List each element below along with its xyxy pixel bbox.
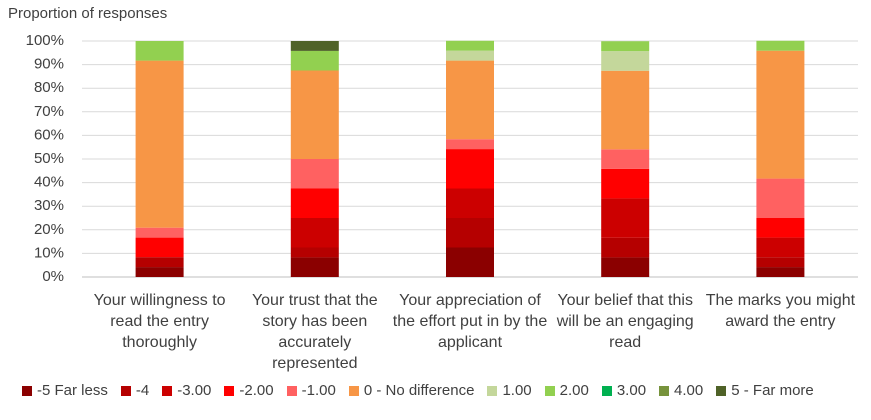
y-tick-label: 30% [34,197,64,214]
bar-segment [601,149,650,169]
legend-item: 4.00 [659,382,703,399]
legend-label: -5 Far less [37,382,108,399]
legend-swatch [544,385,555,396]
bar-segment [601,198,650,238]
bar-segment [135,227,184,238]
bar-segment [290,188,339,218]
legend-item: -4 [120,382,150,399]
legend-label: 2.00 [559,382,589,399]
legend-swatch [601,385,612,396]
legend-swatch [348,385,359,396]
bar-segment [601,168,650,199]
legend-swatch [487,385,498,396]
bar-segment [756,40,805,51]
legend-label: 0 - No difference [363,382,475,399]
y-tick-label: 70% [34,103,64,120]
legend-item: -3.00 [162,382,211,399]
legend-label: 4.00 [674,382,704,399]
legend-swatch [120,385,131,396]
bar-segment [601,70,650,150]
bar-segment [756,218,805,238]
bar-segment [601,237,650,258]
legend-label: -2.00 [239,382,274,399]
bar-segment [446,247,494,277]
legend-item: 2.00 [544,382,589,399]
x-tick-label: Your belief that this will be an engagin… [556,292,694,351]
legend-label: -4 [135,382,150,399]
bar-segment [601,41,650,52]
x-tick-label: The marks you might award the entry [705,292,856,330]
legend-label: 5 - Far more [731,382,814,399]
bar-segment [446,188,494,218]
y-tick-label: 40% [34,174,64,191]
bar-segment [135,41,184,61]
y-tick-label: 90% [34,56,64,73]
bar-segment [446,40,494,51]
y-tick-label: 60% [34,126,64,143]
bar-segment [446,60,494,140]
bar-segment [290,159,339,189]
bar-segment [135,267,184,277]
bar-segment [446,139,494,150]
legend-item: -2.00 [224,382,274,399]
bar-segment [446,50,494,61]
legend-swatch [162,385,173,396]
legend-swatch [22,385,32,396]
bar-segment [290,50,339,71]
y-tick-label: 0% [42,268,64,285]
y-tick-label: 50% [34,150,64,167]
y-tick-label: 10% [34,244,64,261]
bar-segment [446,218,494,248]
legend-item: -1.00 [286,382,336,399]
legend-swatch [286,385,297,396]
legend-label: -1.00 [301,382,336,399]
legend-label: -3.00 [177,382,212,399]
bar-segment [756,178,805,218]
x-tick-label: Your willingness to read the entry thoro… [93,292,226,351]
legend: -5 Far less -4 -3.00 -2.00 -1.00 0 - No diffe… [22,382,814,399]
bar-segment [756,257,805,268]
bar-segment [135,237,184,258]
legend-item: 1.00 [487,382,532,399]
bar-segment [290,41,339,51]
bar-segment [135,257,184,268]
y-tick-label: 80% [34,79,64,96]
bar-segment [601,51,650,71]
legend-label: 3.00 [616,382,647,399]
bar-segment [756,50,805,179]
bar-segment [756,237,805,258]
legend-swatch [716,385,727,396]
legend-item: -5 Far less [22,382,108,399]
y-tick-label: 100% [26,32,64,49]
bar-segment [290,218,339,248]
bar-segment [290,247,339,258]
bar-segment [756,267,805,277]
legend-swatch [224,385,235,396]
legend-item: 3.00 [601,382,647,399]
legend-swatch [659,385,670,396]
bar-segment [290,70,339,159]
chart-title: Proportion of responses [8,5,167,22]
x-tick-label: Your trust that the story has been accur… [251,292,378,372]
bar-segment [135,60,184,228]
bar-segment [290,257,339,277]
legend-item: 5 - Far more [716,382,814,399]
bar-segment [601,257,650,277]
legend-item: 0 - No difference [348,382,475,399]
x-tick-label: Your appreciation of the effort put in b… [392,292,548,351]
bar-segment [446,149,494,189]
legend-label: 1.00 [502,382,532,399]
y-tick-label: 20% [34,221,64,238]
